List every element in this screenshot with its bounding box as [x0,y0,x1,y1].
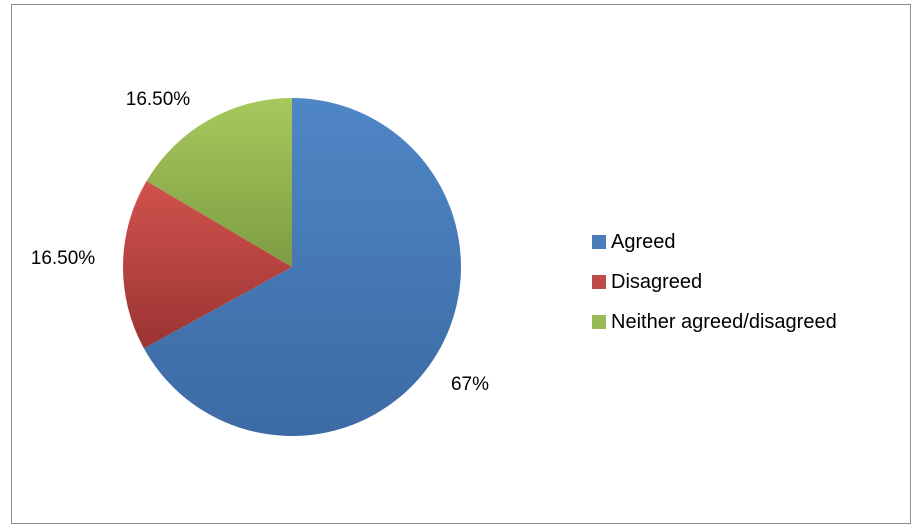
pie-data-labels: 67% 16.50% 16.50% [31,89,489,395]
slice-neither [146,98,292,267]
legend-swatch-disagreed [592,275,606,289]
legend-swatch-agreed [592,235,606,249]
slice-disagreed [123,180,293,349]
legend-item-disagreed: Disagreed [592,262,837,302]
legend-label-disagreed: Disagreed [611,270,703,293]
legend-swatch-neither [592,315,606,329]
legend-label-neither: Neither agreed/disagreed [611,310,837,333]
legend: Agreed Disagreed Neither agreed/disagree… [592,222,837,342]
legend-item-neither: Neither agreed/disagreed [592,302,837,342]
data-label-agreed: 67% [451,374,489,395]
legend-label-agreed: Agreed [611,230,676,253]
pie-slices [123,98,461,436]
legend-item-agreed: Agreed [592,222,837,262]
data-label-disagreed: 16.50% [31,248,96,269]
data-label-neither: 16.50% [126,89,191,110]
slice-agreed [143,98,461,436]
